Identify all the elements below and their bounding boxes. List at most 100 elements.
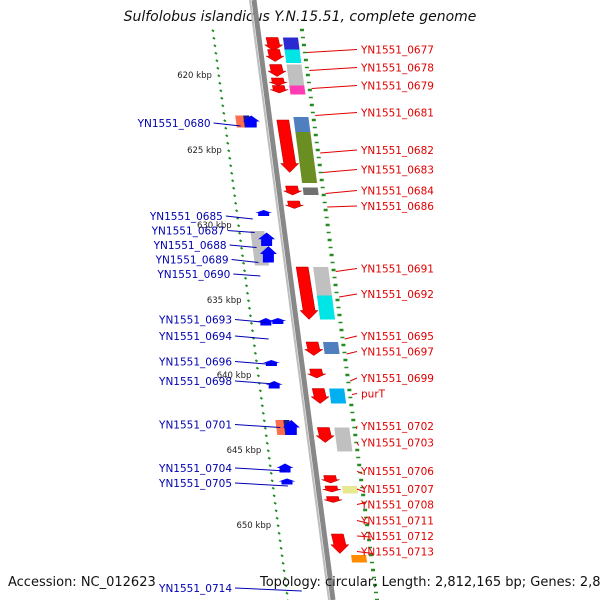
- leader-line: [309, 67, 358, 71]
- feature-band: [313, 267, 332, 296]
- tick-mark-left: [284, 584, 288, 588]
- tick-mark-left: [282, 569, 286, 573]
- leader-line: [320, 149, 358, 154]
- gene-label-yn1551_0696: YN1551_0696: [158, 357, 232, 369]
- feature-band: [351, 555, 368, 563]
- tick-mark-left: [264, 434, 268, 438]
- leader-line: [351, 393, 358, 395]
- leader-line: [311, 85, 358, 89]
- forward-gene-arrow: [307, 368, 326, 379]
- leader-line: [315, 112, 358, 116]
- tick-mark-left: [256, 374, 260, 378]
- feature-band: [286, 64, 305, 86]
- gene-label-yn1551_0692: YN1551_0692: [360, 289, 434, 301]
- gene-label-yn1551_0699: YN1551_0699: [360, 373, 434, 385]
- forward-gene-arrow: [324, 496, 343, 503]
- gene-label-yn1551_0702: YN1551_0702: [360, 421, 434, 433]
- tick-mark-left: [262, 419, 266, 423]
- reverse-gene-arrow: [255, 210, 273, 216]
- feature-band: [293, 117, 311, 132]
- forward-gene-arrow: [270, 85, 289, 94]
- gene-label-yn1551_0701: YN1551_0701: [158, 420, 232, 432]
- gene-label-yn1551_0685: YN1551_0685: [149, 211, 223, 223]
- tick-mark-left: [229, 164, 233, 168]
- leader-line: [234, 587, 302, 592]
- tick-mark-left: [259, 396, 263, 400]
- tick-mark-left: [227, 149, 231, 153]
- tick-mark-left: [278, 539, 282, 543]
- gene-label-yn1551_0712: YN1551_0712: [360, 531, 434, 543]
- leader-line: [356, 470, 363, 475]
- tick-mark-left: [215, 59, 219, 63]
- tick-mark-left: [239, 239, 243, 243]
- gene-label-purt: purT: [361, 389, 386, 401]
- tick-mark-left: [241, 261, 246, 265]
- tick-mark-left: [254, 359, 258, 363]
- forward-gene-arrow: [265, 49, 286, 62]
- gene-label-yn1551_0682: YN1551_0682: [360, 145, 434, 157]
- tick-mark-left: [258, 389, 262, 393]
- gene-label-yn1551_0679: YN1551_0679: [360, 81, 434, 93]
- tick-mark-left: [283, 576, 287, 580]
- reverse-gene-arrow: [242, 115, 260, 128]
- leader-line: [322, 169, 358, 173]
- tick-mark-left: [237, 224, 241, 228]
- tick-mark-left: [274, 509, 278, 513]
- feature-band: [316, 295, 336, 320]
- leader-line: [233, 273, 261, 277]
- gene-labels: YN1551_0677 YN1551_0678 YN1551_0679 YN1551_…: [137, 45, 435, 596]
- leader-line: [339, 293, 358, 298]
- leader-line: [344, 335, 358, 340]
- leader-line: [234, 380, 275, 385]
- leader-line: [356, 551, 373, 554]
- tick-mark-left: [276, 524, 280, 528]
- leader-line: [234, 424, 281, 428]
- gene-label-yn1551_0708: YN1551_0708: [360, 500, 434, 512]
- feature-band: [329, 388, 347, 404]
- tick-mark-left: [223, 119, 227, 123]
- tick-mark-left: [245, 291, 250, 295]
- feature-band: [289, 85, 306, 95]
- gene-label-yn1551_0697: YN1551_0697: [360, 347, 434, 359]
- reverse-gene-arrow: [265, 381, 283, 389]
- forward-gene-arrow: [322, 485, 341, 493]
- tick-mark-left: [239, 246, 244, 250]
- kbp-label: 635 kbp: [207, 296, 242, 306]
- tick-mark-left: [224, 126, 228, 130]
- tick-mark-left: [249, 321, 254, 325]
- tick-mark-left: [226, 141, 230, 145]
- leader-line: [335, 268, 358, 272]
- gene-label-yn1551_0689: YN1551_0689: [155, 255, 229, 267]
- tick-mark-left: [260, 404, 264, 408]
- gene-label-yn1551_0703: YN1551_0703: [360, 438, 434, 450]
- tick-mark-left: [272, 494, 276, 498]
- leader-line: [234, 482, 289, 487]
- tick-mark-left: [225, 134, 229, 138]
- kbp-label: 630 kbp: [197, 221, 232, 231]
- tick-mark-left: [267, 456, 271, 460]
- gene-label-yn1551_0707: YN1551_0707: [360, 484, 434, 496]
- feature-band: [323, 342, 340, 354]
- leader-line: [325, 190, 358, 194]
- tick-mark-left: [269, 471, 273, 475]
- tick-mark-left: [285, 591, 289, 595]
- leader-line: [356, 520, 370, 524]
- tick-mark-left: [236, 216, 240, 220]
- feature-band: [341, 486, 358, 494]
- tick-mark-left: [217, 74, 221, 78]
- leader-line: [227, 230, 255, 233]
- gene-label-yn1551_0706: YN1551_0706: [360, 466, 434, 478]
- tick-mark-left: [246, 299, 251, 303]
- leader-line: [306, 49, 358, 53]
- tick-mark-left: [222, 111, 226, 115]
- tick-mark-left: [265, 441, 269, 445]
- forward-gene-arrow: [330, 533, 350, 554]
- figure-title: Sulfolobus islandicus Y.N.15.51, complet…: [123, 9, 477, 25]
- gene-label-yn1551_0690: YN1551_0690: [156, 269, 230, 281]
- feature-band: [302, 187, 319, 195]
- forward-gene-arrow: [303, 341, 324, 356]
- tick-mark-left: [242, 269, 247, 273]
- accession-text: Accession: NC_012623: [8, 575, 156, 590]
- forward-gene-arrow: [310, 388, 330, 404]
